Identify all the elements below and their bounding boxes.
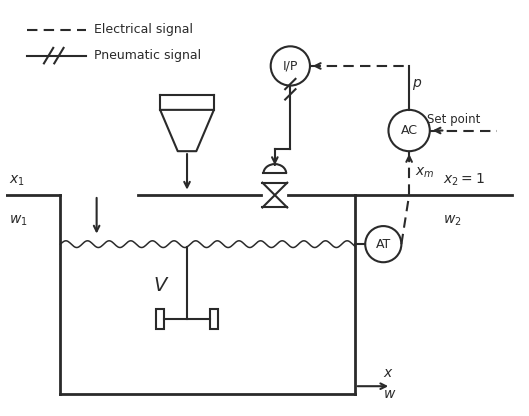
Text: AT: AT [376, 238, 391, 251]
Circle shape [271, 46, 310, 86]
Text: Pneumatic signal: Pneumatic signal [94, 49, 201, 62]
Circle shape [388, 110, 430, 151]
Text: $w_2$: $w_2$ [443, 213, 461, 228]
Text: $x_2 = 1$: $x_2 = 1$ [443, 172, 485, 188]
Text: $x_1$: $x_1$ [9, 174, 25, 188]
Bar [156, 309, 165, 329]
Text: Set point: Set point [427, 113, 480, 126]
Text: AC: AC [400, 124, 417, 137]
Text: $x$: $x$ [384, 366, 394, 380]
Bar [209, 309, 218, 329]
Text: $p$: $p$ [412, 77, 422, 92]
Text: I/P: I/P [282, 59, 298, 72]
Text: $x_m$: $x_m$ [415, 166, 435, 180]
Text: Electrical signal: Electrical signal [94, 23, 193, 36]
Text: $w$: $w$ [384, 386, 397, 401]
Circle shape [365, 226, 402, 262]
Text: $w_1$: $w_1$ [9, 213, 28, 228]
Text: $V$: $V$ [153, 276, 169, 295]
